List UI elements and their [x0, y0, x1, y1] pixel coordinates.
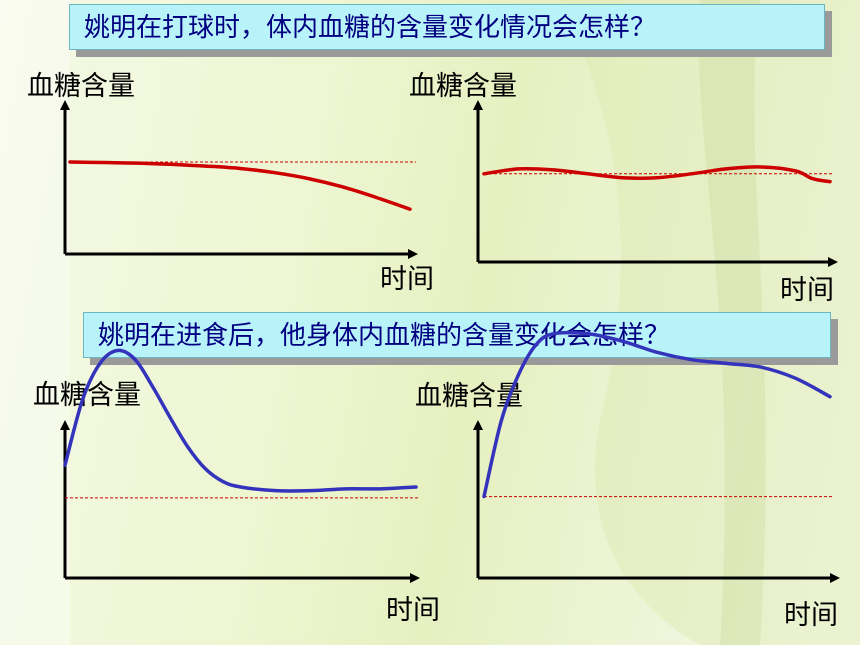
- chart2-xlabel: 时间: [780, 275, 834, 306]
- chart1-x-axis-arrow: [408, 249, 418, 259]
- chart3-y-axis-arrow: [60, 420, 70, 430]
- chart2-ylabel: 血糖含量: [409, 71, 517, 102]
- chart2-y-axis-arrow: [473, 100, 483, 110]
- exercise-question-box: 姚明在打球时，体内血糖的含量变化情况会怎样？: [69, 4, 825, 50]
- chart1-blood-sugar-curve: [68, 160, 412, 211]
- chart4-x-axis-arrow: [830, 573, 840, 583]
- chart2-blood-sugar-curve: [482, 165, 832, 184]
- chart4-y-axis-arrow: [473, 420, 483, 430]
- chart2-x-axis-arrow: [828, 257, 838, 267]
- chart4-xlabel: 时间: [784, 600, 838, 631]
- chart1-y-axis-arrow: [60, 100, 70, 110]
- chart4-blood-sugar-curve: [482, 330, 832, 499]
- chart1-ylabel: 血糖含量: [27, 71, 135, 102]
- meal-question-box: 姚明在进食后，他身体内血糖的含量变化会怎样？: [83, 312, 831, 358]
- chart3-xlabel: 时间: [386, 595, 440, 626]
- chart1-xlabel: 时间: [380, 264, 434, 295]
- chart3-x-axis-arrow: [410, 573, 420, 583]
- chart3-blood-sugar-curve: [63, 348, 418, 493]
- meal-question-text: 姚明在进食后，他身体内血糖的含量变化会怎样？: [98, 321, 671, 351]
- exercise-question-text: 姚明在打球时，体内血糖的含量变化情况会怎样？: [84, 13, 657, 43]
